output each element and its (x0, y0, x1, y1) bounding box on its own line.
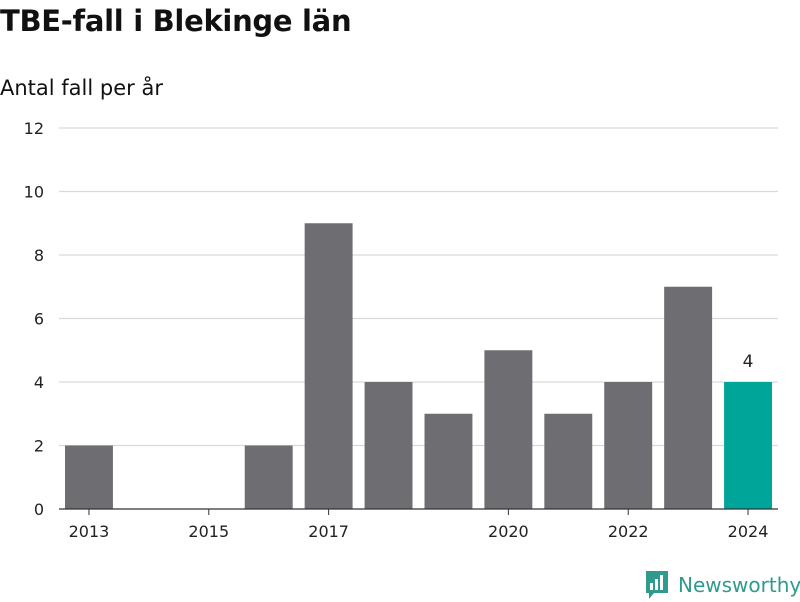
bar-2021 (544, 413, 593, 509)
bar-2019 (424, 413, 473, 509)
x-tick-label: 2013 (69, 522, 110, 541)
brand-logo: Newsworthy (644, 568, 800, 602)
x-tick-label: 2022 (608, 522, 649, 541)
x-tick-label: 2024 (728, 522, 769, 541)
chart-title: TBE-fall i Blekinge län (0, 4, 352, 38)
bar-2018 (364, 382, 413, 509)
data-labels: 4 (743, 352, 754, 372)
bar-2013 (64, 445, 113, 509)
x-tick-label: 2015 (188, 522, 229, 541)
bar-2024 (724, 382, 773, 509)
gridlines (59, 127, 778, 447)
y-tick-label: 0 (34, 500, 44, 519)
y-tick-label: 8 (34, 246, 44, 265)
bar-2017 (304, 223, 353, 509)
chart-subtitle: Antal fall per år (0, 76, 163, 100)
brand-name: Newsworthy (678, 573, 800, 597)
x-axis: 2013 2015 2017 2020 2022 2024 (59, 508, 778, 541)
bar-2016 (244, 445, 293, 509)
y-tick-label: 6 (34, 310, 44, 329)
bars (64, 223, 773, 509)
y-axis-ticks: 0 2 4 6 8 10 12 (24, 119, 44, 519)
bar-chart: 0 2 4 6 8 10 12 4 2013 2015 2017 2020 2022 2024 (24, 119, 778, 541)
x-tick-label: 2020 (488, 522, 529, 541)
y-tick-label: 10 (24, 183, 44, 202)
newsworthy-logo-icon (646, 571, 668, 599)
x-tick-label: 2017 (308, 522, 349, 541)
y-tick-label: 2 (34, 437, 44, 456)
bar-2023 (664, 286, 713, 509)
y-tick-label: 12 (24, 119, 44, 138)
data-label: 4 (743, 352, 754, 372)
bar-2022 (604, 382, 653, 509)
bar-2020 (484, 350, 533, 509)
y-tick-label: 4 (34, 373, 44, 392)
